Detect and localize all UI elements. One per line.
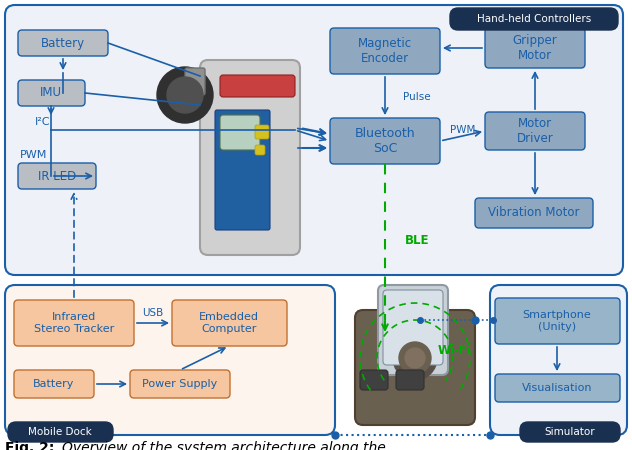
FancyBboxPatch shape <box>5 285 335 435</box>
FancyBboxPatch shape <box>185 68 205 95</box>
Circle shape <box>405 348 425 368</box>
Text: Simulator: Simulator <box>545 427 595 437</box>
FancyBboxPatch shape <box>495 374 620 402</box>
Text: Visualisation: Visualisation <box>522 383 592 393</box>
Text: Power Supply: Power Supply <box>142 379 217 389</box>
Circle shape <box>393 336 437 380</box>
FancyBboxPatch shape <box>378 285 448 375</box>
FancyBboxPatch shape <box>5 5 623 275</box>
Text: Pulse: Pulse <box>403 92 430 102</box>
FancyBboxPatch shape <box>18 30 108 56</box>
Text: Hand-held Controllers: Hand-held Controllers <box>477 14 591 24</box>
Text: Gripper
Motor: Gripper Motor <box>513 34 557 62</box>
FancyBboxPatch shape <box>215 110 270 230</box>
Text: Battery: Battery <box>41 36 85 50</box>
FancyBboxPatch shape <box>330 28 440 74</box>
Text: Overview of the system architecture along the: Overview of the system architecture alon… <box>62 441 386 450</box>
FancyBboxPatch shape <box>485 112 585 150</box>
Text: Magnetic
Encoder: Magnetic Encoder <box>358 37 412 65</box>
Text: Motor
Driver: Motor Driver <box>516 117 554 145</box>
Text: Fig. 2:: Fig. 2: <box>5 441 54 450</box>
Text: Embedded
Computer: Embedded Computer <box>199 312 259 334</box>
FancyBboxPatch shape <box>18 80 85 106</box>
Text: Vibration Motor: Vibration Motor <box>489 207 580 220</box>
Text: USB: USB <box>142 308 164 318</box>
FancyBboxPatch shape <box>220 75 295 97</box>
FancyBboxPatch shape <box>355 310 475 425</box>
Circle shape <box>399 342 431 374</box>
FancyBboxPatch shape <box>255 125 269 139</box>
FancyBboxPatch shape <box>130 370 230 398</box>
FancyBboxPatch shape <box>520 422 620 442</box>
FancyBboxPatch shape <box>14 370 94 398</box>
Circle shape <box>167 77 203 113</box>
Text: Bluetooth
SoC: Bluetooth SoC <box>355 127 415 155</box>
FancyBboxPatch shape <box>330 118 440 164</box>
FancyBboxPatch shape <box>14 300 134 346</box>
Text: Infrared
Stereo Tracker: Infrared Stereo Tracker <box>34 312 114 334</box>
Text: PWM: PWM <box>20 150 47 160</box>
Circle shape <box>157 67 213 123</box>
Text: BLE: BLE <box>405 234 430 247</box>
Text: IR LED: IR LED <box>38 170 76 183</box>
FancyBboxPatch shape <box>200 60 300 255</box>
FancyBboxPatch shape <box>490 285 627 435</box>
FancyBboxPatch shape <box>383 290 443 365</box>
Text: IMU: IMU <box>40 86 62 99</box>
FancyBboxPatch shape <box>220 115 260 150</box>
FancyBboxPatch shape <box>450 8 618 30</box>
Text: Smartphone
(Unity): Smartphone (Unity) <box>523 310 592 332</box>
FancyBboxPatch shape <box>255 145 265 155</box>
FancyBboxPatch shape <box>485 28 585 68</box>
FancyBboxPatch shape <box>8 422 113 442</box>
FancyBboxPatch shape <box>172 300 287 346</box>
FancyBboxPatch shape <box>396 370 424 390</box>
FancyBboxPatch shape <box>475 198 593 228</box>
Text: Wi-Fi: Wi-Fi <box>438 343 472 356</box>
FancyBboxPatch shape <box>495 298 620 344</box>
Text: Battery: Battery <box>33 379 75 389</box>
Text: PWM: PWM <box>451 125 476 135</box>
Text: I²C: I²C <box>35 117 51 127</box>
FancyBboxPatch shape <box>18 163 96 189</box>
Text: Mobile Dock: Mobile Dock <box>28 427 92 437</box>
FancyBboxPatch shape <box>360 370 388 390</box>
